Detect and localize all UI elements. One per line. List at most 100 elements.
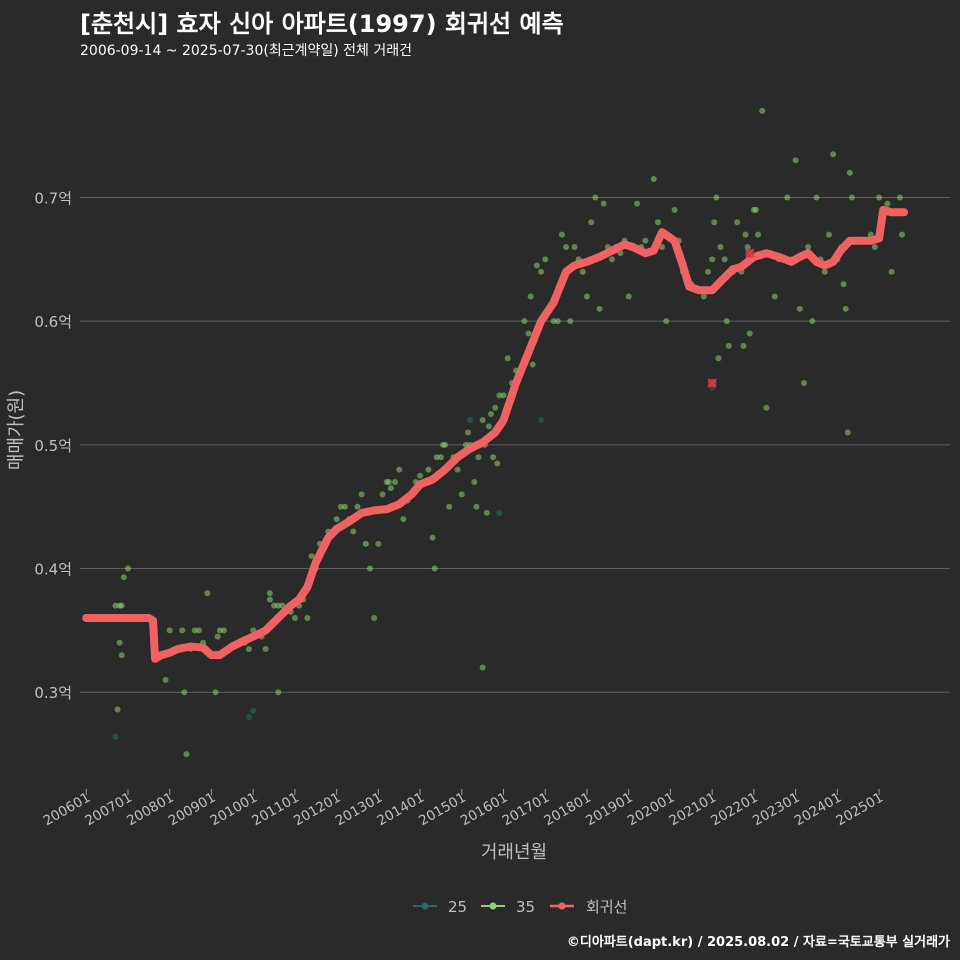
legend: 25 35 회귀선	[413, 898, 627, 916]
data-point-35	[579, 268, 586, 275]
data-point-35	[550, 318, 557, 325]
data-point-35	[385, 478, 392, 485]
data-point-35	[759, 107, 766, 114]
x-tick-label: 201901	[583, 790, 636, 830]
data-point-35	[479, 664, 486, 671]
data-point-35	[112, 602, 119, 609]
data-point-35	[642, 237, 649, 244]
data-point-35	[291, 615, 298, 622]
y-tick-label: 0.5억	[34, 437, 72, 455]
data-point-35	[896, 194, 903, 201]
legend-regression-label: 회귀선	[586, 898, 627, 916]
data-point-35	[191, 627, 198, 634]
data-point-35	[220, 627, 227, 634]
data-point-35	[358, 491, 365, 498]
y-axis-ticks: 0.3억 0.4억 0.5억 0.6억 0.7억	[34, 190, 72, 703]
data-point-35	[592, 194, 599, 201]
grid-lines	[80, 197, 950, 693]
data-point-35	[400, 516, 407, 523]
data-point-35	[740, 342, 747, 349]
legend-25-marker	[421, 902, 429, 910]
data-point-35	[704, 268, 711, 275]
data-point-35	[746, 330, 753, 337]
data-point-35	[527, 293, 534, 300]
data-point-35	[262, 645, 269, 652]
x-tick-label: 201301	[333, 790, 386, 830]
data-point-35	[465, 429, 472, 436]
data-point-35	[212, 689, 219, 696]
data-point-35	[195, 627, 202, 634]
data-point-35	[475, 454, 482, 461]
data-point-35	[709, 256, 716, 263]
x-axis-ticks: 2006012007012008012009012010012011012012…	[41, 789, 886, 829]
data-point-35	[473, 503, 480, 510]
outlier-markers	[707, 248, 755, 388]
data-point-35	[825, 231, 832, 238]
scatter-points	[112, 107, 906, 758]
data-point-35	[496, 392, 503, 399]
data-point-35	[742, 231, 749, 238]
y-axis-title: 매매가(원)	[6, 390, 27, 470]
regression-layer	[82, 205, 909, 663]
data-point-35	[654, 219, 661, 226]
data-point-35	[671, 206, 678, 213]
data-point-35	[596, 305, 603, 312]
data-point-35	[118, 602, 125, 609]
data-point-35	[118, 652, 125, 659]
data-point-35	[479, 417, 486, 424]
data-point-35	[725, 342, 732, 349]
data-point-35	[488, 410, 495, 417]
data-point-35	[876, 194, 883, 201]
data-point-35	[437, 454, 444, 461]
data-point-35	[116, 639, 123, 646]
data-point-35	[362, 540, 369, 547]
data-point-35	[216, 627, 223, 634]
x-tick-label: 202201	[708, 790, 761, 830]
data-point-35	[181, 689, 188, 696]
data-point-25	[538, 417, 545, 424]
data-point-35	[563, 243, 570, 250]
data-point-35	[721, 256, 728, 263]
data-point-35	[542, 256, 549, 263]
data-point-35	[183, 751, 190, 758]
data-point-35	[433, 454, 440, 461]
x-tick-label: 201201	[291, 790, 344, 830]
data-point-35	[166, 627, 173, 634]
data-point-35	[830, 151, 837, 158]
data-point-35	[266, 590, 273, 597]
data-point-35	[304, 615, 311, 622]
data-point-35	[625, 293, 632, 300]
x-tick-label: 201401	[374, 790, 427, 830]
data-point-35	[533, 262, 540, 269]
data-point-35	[204, 590, 211, 597]
data-point-35	[792, 157, 799, 164]
data-point-35	[371, 615, 378, 622]
data-point-35	[337, 503, 344, 510]
data-point-35	[114, 706, 121, 713]
data-point-35	[354, 503, 361, 510]
data-point-35	[634, 200, 641, 207]
data-point-35	[711, 219, 718, 226]
x-tick-label: 201101	[249, 790, 302, 830]
data-point-35	[844, 429, 851, 436]
data-point-35	[494, 460, 501, 467]
data-point-35	[717, 243, 724, 250]
data-point-35	[715, 355, 722, 362]
data-point-35	[800, 380, 807, 387]
data-point-35	[471, 478, 478, 485]
x-tick-label: 201801	[541, 790, 594, 830]
x-tick-label: 201501	[416, 790, 469, 830]
data-point-35	[871, 243, 878, 250]
outlier-cross	[745, 248, 755, 258]
data-point-35	[771, 293, 778, 300]
data-point-35	[821, 268, 828, 275]
data-point-35	[848, 194, 855, 201]
data-point-35	[558, 231, 565, 238]
data-point-35	[396, 466, 403, 473]
data-point-35	[867, 231, 874, 238]
regression-line	[82, 205, 909, 663]
data-point-35	[538, 268, 545, 275]
data-point-35	[417, 472, 424, 479]
data-point-35	[884, 200, 891, 207]
data-point-35	[375, 540, 382, 547]
